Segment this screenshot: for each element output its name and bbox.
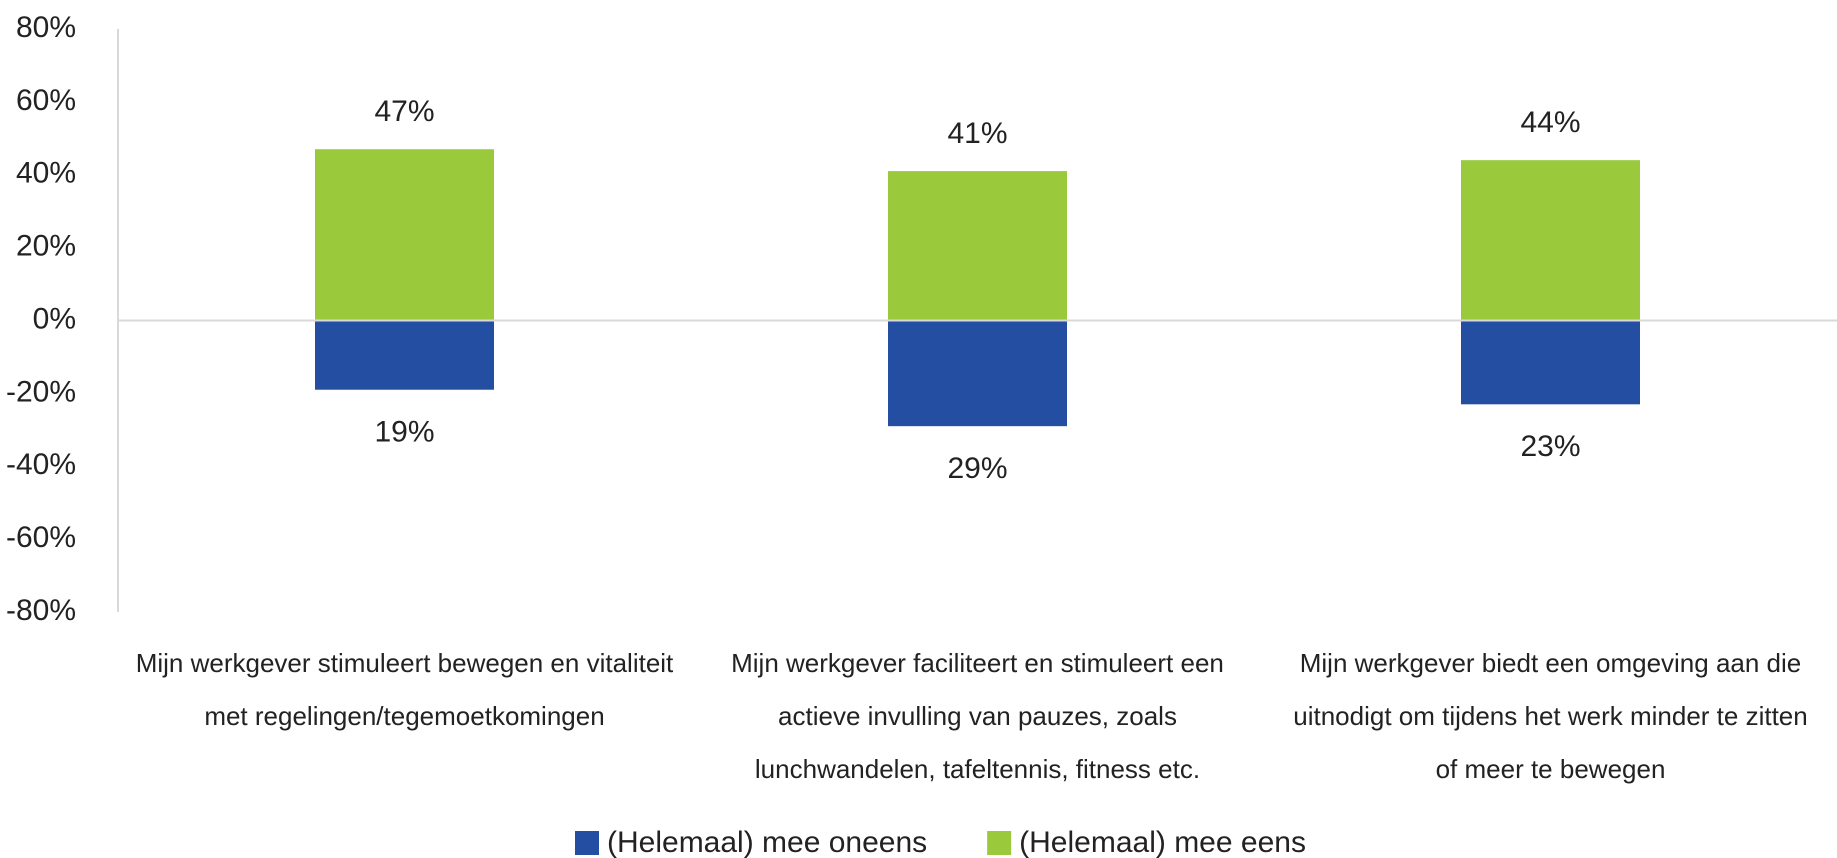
data-label: 41% [947,117,1007,150]
x-tick-label: of meer te bewegen [1436,754,1666,784]
y-tick-label: -40% [6,448,76,481]
y-tick-label: -20% [6,375,76,408]
x-tick-label: lunchwandelen, tafeltennis, fitness etc. [755,754,1200,784]
x-tick-label: Mijn werkgever stimuleert bewegen en vit… [136,648,674,678]
bar [1461,160,1640,321]
y-tick-label: 60% [16,84,76,117]
x-tick-label: actieve invulling van pauzes, zoals [778,701,1177,731]
y-tick-label: -80% [6,594,76,627]
data-label: 23% [1520,430,1580,463]
bar [888,320,1067,427]
x-tick-label: Mijn werkgever biedt een omgeving aan di… [1300,648,1802,678]
x-tick-label: Mijn werkgever faciliteert en stimuleert… [731,648,1224,678]
legend-swatch [987,831,1012,855]
bar [315,320,494,390]
x-tick-label: met regelingen/tegemoetkomingen [204,701,604,731]
y-tick-label: 20% [16,230,76,263]
y-tick-label: 0% [33,302,76,335]
legend-swatch [575,831,599,855]
y-tick-label: 40% [16,157,76,190]
data-label: 29% [947,452,1007,485]
legend-label: (Helemaal) mee eens [1019,826,1306,858]
bar [1461,320,1640,405]
bar [888,171,1067,321]
legend-label: (Helemaal) mee oneens [607,826,927,858]
y-tick-label: -60% [6,521,76,554]
data-label: 44% [1520,106,1580,139]
data-label: 19% [374,416,434,449]
x-tick-label: uitnodigt om tijdens het werk minder te … [1293,701,1807,731]
bar [315,149,494,321]
data-label: 47% [374,95,434,128]
y-tick-label: 80% [16,11,76,44]
